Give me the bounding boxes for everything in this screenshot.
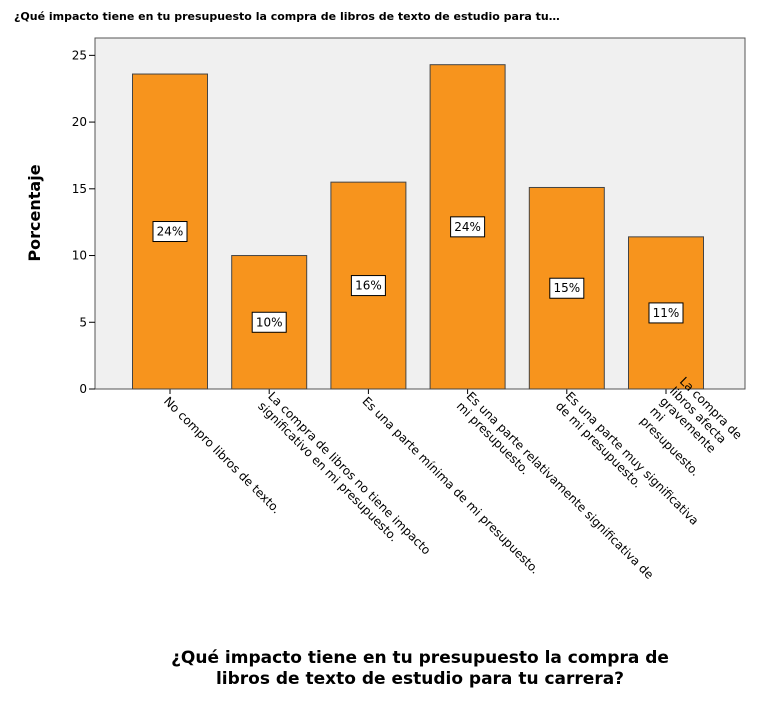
y-axis-label: Porcentaje xyxy=(25,164,44,261)
value-label: 11% xyxy=(653,306,680,320)
x-tick-label-group: Es una parte relativamente significativa… xyxy=(454,389,657,582)
x-tick-label: Es una parte relativamente significativa… xyxy=(464,389,657,582)
value-label-box xyxy=(350,275,386,297)
value-label-box xyxy=(648,302,684,324)
x-tick-label: La compra de libros no tiene impacto xyxy=(265,389,433,557)
value-label-box xyxy=(549,277,585,299)
y-tick-label: 15 xyxy=(72,182,87,196)
value-label: 16% xyxy=(355,279,382,293)
value-label: 10% xyxy=(256,315,283,329)
value-label: 24% xyxy=(157,225,184,239)
value-label-box xyxy=(152,221,188,243)
x-tick-label: de mi presupuesto. xyxy=(553,399,645,491)
x-axis-label: libros de texto de estudio para tu carre… xyxy=(216,669,624,689)
chart-title: ¿Qué impacto tiene en tu presupuesto la … xyxy=(14,10,560,23)
y-tick-label: 25 xyxy=(72,48,87,62)
y-tick-label: 0 xyxy=(79,382,87,396)
value-label: 15% xyxy=(553,281,580,295)
value-label-box xyxy=(251,311,287,333)
y-tick-label: 20 xyxy=(72,115,87,129)
x-axis-label: ¿Qué impacto tiene en tu presupuesto la … xyxy=(171,648,669,668)
y-tick-label: 10 xyxy=(72,249,87,263)
x-tick-label-group: La compra de libros no tiene impactosign… xyxy=(255,389,433,557)
y-tick-label: 5 xyxy=(79,315,87,329)
x-tick-label: Es una parte mínima de mi presupuesto. xyxy=(359,394,542,577)
value-label: 24% xyxy=(454,220,481,234)
value-label-box xyxy=(450,216,486,238)
x-tick-label-group: Es una parte mínima de mi presupuesto. xyxy=(359,394,542,577)
